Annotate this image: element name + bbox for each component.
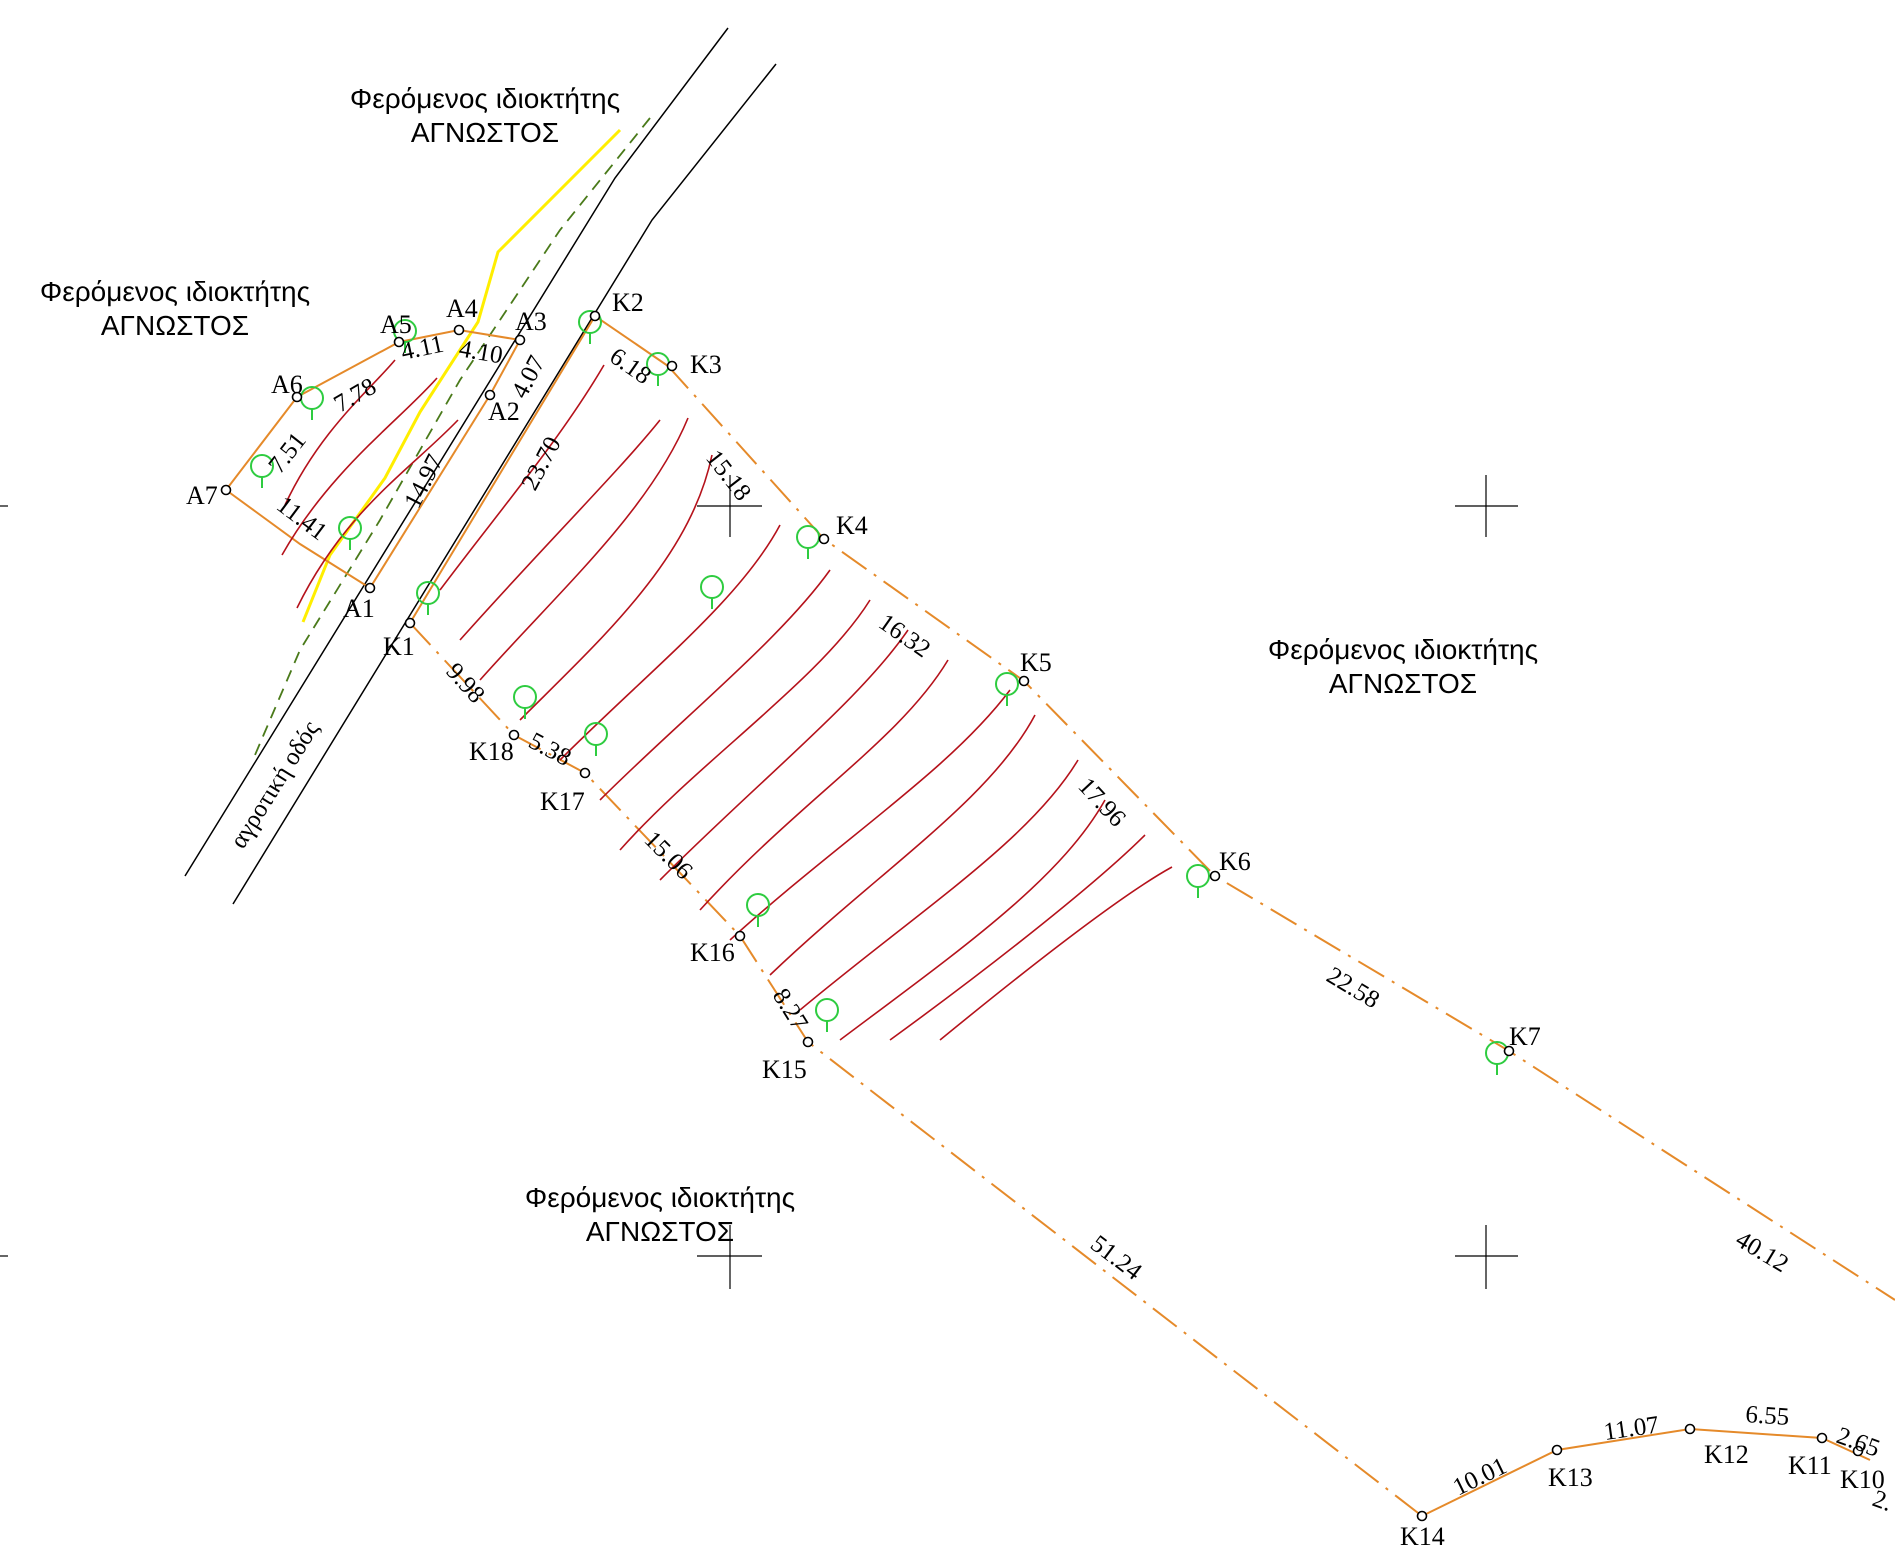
point-label: K11: [1788, 1451, 1832, 1480]
road-label: αγροτική οδός: [225, 716, 325, 853]
parcel-boundary: [225, 314, 1895, 1517]
point-label: K13: [1548, 1463, 1593, 1492]
point-label: A1: [343, 594, 375, 623]
dimension-label: 11.41: [271, 491, 331, 546]
owner-labels: Φερόμενος ιδιοκτήτης ΑΓΝΩΣΤΟΣ Φερόμενος …: [40, 83, 1538, 1247]
dimension-label: 5.38: [524, 727, 575, 771]
dimension-label: 15.06: [639, 826, 698, 885]
dimension-label: 40.12: [1731, 1226, 1793, 1278]
dimension-labels: 7.51 7.78 4.11 4.10 4.07 11.41 14.97 23.…: [263, 331, 1895, 1517]
owner-label-left-name: ΑΓΝΩΣΤΟΣ: [101, 310, 249, 341]
owner-label-top: Φερόμενος ιδιοκτήτης: [350, 83, 620, 114]
point-label: A6: [271, 370, 303, 399]
point-label: K5: [1020, 648, 1052, 677]
dimension-label: 22.58: [1322, 962, 1384, 1014]
owner-label-right: Φερόμενος ιδιοκτήτης: [1268, 634, 1538, 665]
point-label: K3: [690, 350, 722, 379]
dimension-label: 7.78: [330, 373, 381, 418]
dimension-label: 6.18: [605, 343, 656, 390]
point-label: K6: [1219, 847, 1251, 876]
point-label: K16: [690, 938, 735, 967]
point-label: K2: [612, 288, 644, 317]
dimension-label: 8.27: [767, 984, 813, 1035]
dimension-label: 11.07: [1602, 1412, 1661, 1446]
point-label: A5: [380, 310, 412, 339]
contour-lines: [281, 359, 1173, 1041]
point-label: A4: [446, 294, 478, 323]
grid-crosses: [0, 475, 1518, 1289]
point-label: K18: [469, 737, 514, 766]
point-label: K14: [1400, 1522, 1445, 1546]
vertices: [220, 310, 1864, 1522]
owner-label-bottom-name: ΑΓΝΩΣΤΟΣ: [586, 1216, 734, 1247]
point-label: A2: [488, 397, 520, 426]
point-label: K7: [1509, 1022, 1541, 1051]
point-label: K10: [1840, 1465, 1885, 1494]
point-label: K12: [1704, 1440, 1749, 1469]
tree-symbols: [250, 310, 1509, 1075]
owner-label-bottom: Φερόμενος ιδιοκτήτης: [525, 1182, 795, 1213]
dimension-label: 16.32: [874, 609, 936, 663]
dimension-label: 23.70: [516, 432, 566, 494]
owner-label-left: Φερόμενος ιδιοκτήτης: [40, 276, 310, 307]
dimension-label: 51.24: [1085, 1230, 1147, 1286]
point-label: K15: [762, 1055, 807, 1084]
dimension-label: 6.55: [1745, 1401, 1791, 1431]
dimension-label: 4.10: [457, 335, 505, 369]
owner-label-right-name: ΑΓΝΩΣΤΟΣ: [1329, 668, 1477, 699]
point-label: A7: [186, 481, 218, 510]
dimension-label: 2.65: [1833, 1422, 1883, 1462]
dimension-label: 10.01: [1449, 1452, 1511, 1501]
point-label: A3: [515, 307, 547, 336]
embankment: [254, 117, 651, 756]
point-label: K1: [383, 632, 415, 661]
road-edges: [184, 27, 777, 905]
point-labels: A1 A2 A3 A4 A5 A6 A7 K1 K2 K3 K4 K5 K6 K…: [186, 288, 1885, 1546]
point-label: K4: [836, 511, 868, 540]
point-label: K17: [540, 787, 585, 816]
dimension-label: 14.97: [399, 450, 449, 512]
owner-label-top-name: ΑΓΝΩΣΤΟΣ: [411, 117, 559, 148]
